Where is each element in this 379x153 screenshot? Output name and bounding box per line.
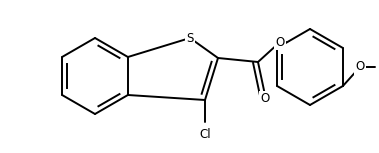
Text: O: O [356, 60, 365, 73]
Text: S: S [186, 32, 194, 45]
Text: O: O [260, 93, 269, 106]
Text: O: O [276, 35, 285, 49]
Text: Cl: Cl [199, 127, 211, 140]
